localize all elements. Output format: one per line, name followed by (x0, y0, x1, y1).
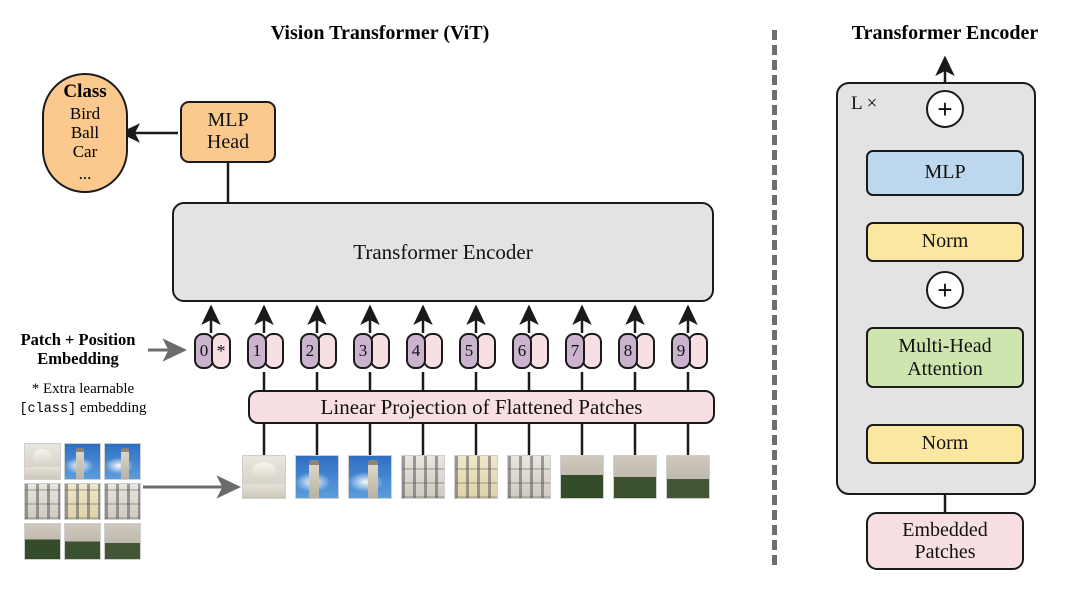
token-position-3 (370, 333, 390, 369)
image-patch-r1-c2 (104, 483, 141, 520)
sequence-patch-9 (666, 455, 710, 499)
token-position-4 (423, 333, 443, 369)
token-number-3: 3 (353, 333, 373, 369)
norm-block-bottom: Norm (866, 424, 1024, 464)
token-3: 3 (353, 333, 390, 369)
token-number-1: 1 (247, 333, 267, 369)
image-patch-r2-c1 (64, 523, 101, 560)
class-item-ball: Ball (70, 123, 100, 143)
adder-bottom: + (926, 271, 964, 309)
token-number-8: 8 (618, 333, 638, 369)
token-5: 5 (459, 333, 496, 369)
mlp-block-label: MLP (924, 161, 966, 184)
mlp-block: MLP (866, 150, 1024, 196)
token-position-5 (476, 333, 496, 369)
token-9: 9 (671, 333, 708, 369)
sequence-patch-2 (295, 455, 339, 499)
token-0: 0 * (194, 333, 231, 369)
multi-head-attention-block: Multi-Head Attention (866, 327, 1024, 388)
token-number-9: 9 (671, 333, 691, 369)
token-7: 7 (565, 333, 602, 369)
sequence-patch-5 (454, 455, 498, 499)
token-position-2 (317, 333, 337, 369)
sequence-patch-7 (560, 455, 604, 499)
transformer-encoder-box: Transformer Encoder (172, 202, 714, 302)
token-1: 1 (247, 333, 284, 369)
image-patch-r1-c0 (24, 483, 61, 520)
token-position-7 (582, 333, 602, 369)
class-output-box: Class Bird Ball Car ... (42, 73, 128, 193)
token-number-2: 2 (300, 333, 320, 369)
panel-divider (772, 30, 777, 565)
mlp-head-line2: Head (206, 131, 250, 153)
class-item-car: Car (72, 142, 98, 162)
linear-projection-box: Linear Projection of Flattened Patches (248, 390, 715, 424)
repeat-count-label: L × (851, 93, 878, 114)
image-patch-r0-c0 (24, 443, 61, 480)
footnote-line2: [class] embedding (8, 399, 158, 419)
embedded-patches-block: Embedded Patches (866, 512, 1024, 570)
source-image-patch-grid (24, 443, 141, 560)
token-position-6 (529, 333, 549, 369)
norm-block-top: Norm (866, 222, 1024, 262)
class-ellipsis: ... (78, 164, 92, 184)
transformer-encoder-label: Transformer Encoder (353, 239, 533, 264)
token-6: 6 (512, 333, 549, 369)
embedded-patches-line1: Embedded (902, 518, 988, 541)
token-number-6: 6 (512, 333, 532, 369)
footnote-line1: * Extra learnable (31, 381, 135, 397)
mlp-head-line1: MLP (207, 109, 249, 132)
token-number-7: 7 (565, 333, 585, 369)
image-patch-r0-c1 (64, 443, 101, 480)
token-position-0: * (211, 333, 231, 369)
adder-top-symbol: + (937, 94, 953, 124)
token-2: 2 (300, 333, 337, 369)
token-position-8 (635, 333, 655, 369)
left-panel-title: Vision Transformer (ViT) (270, 22, 490, 44)
token-number-4: 4 (406, 333, 426, 369)
embedding-label-line1: Patch + Position (20, 330, 136, 349)
token-position-9 (688, 333, 708, 369)
image-patch-r2-c0 (24, 523, 61, 560)
image-patch-r1-c1 (64, 483, 101, 520)
sequence-patch-1 (242, 455, 286, 499)
image-patch-r0-c2 (104, 443, 141, 480)
class-token-code: [class] (19, 401, 77, 417)
norm-top-label: Norm (921, 230, 969, 253)
sequence-patch-4 (401, 455, 445, 499)
token-4: 4 (406, 333, 443, 369)
image-patch-r2-c2 (104, 523, 141, 560)
linear-projection-label: Linear Projection of Flattened Patches (320, 394, 643, 419)
sequence-patch-8 (613, 455, 657, 499)
class-box-header: Class (63, 81, 107, 103)
patch-position-embedding-label: Patch + Position Embedding (8, 330, 148, 368)
sequence-patch-3 (348, 455, 392, 499)
attention-line2: Attention (907, 357, 983, 380)
token-position-1 (264, 333, 284, 369)
adder-bottom-symbol: + (937, 275, 953, 305)
right-panel-title: Transformer Encoder (851, 22, 1039, 44)
attention-line1: Multi-Head (898, 335, 992, 358)
footnote-line2-rest: embedding (76, 399, 147, 416)
extra-learnable-footnote: * Extra learnable [class] embedding (8, 380, 158, 419)
mlp-head-box: MLP Head (180, 101, 276, 163)
embedding-label-line2: Embedding (37, 349, 119, 369)
embedded-patches-line2: Patches (914, 541, 976, 563)
class-item-bird: Bird (69, 104, 101, 124)
sequence-patch-6 (507, 455, 551, 499)
norm-bottom-label: Norm (921, 432, 969, 455)
token-number-5: 5 (459, 333, 479, 369)
adder-top: + (926, 90, 964, 128)
token-8: 8 (618, 333, 655, 369)
